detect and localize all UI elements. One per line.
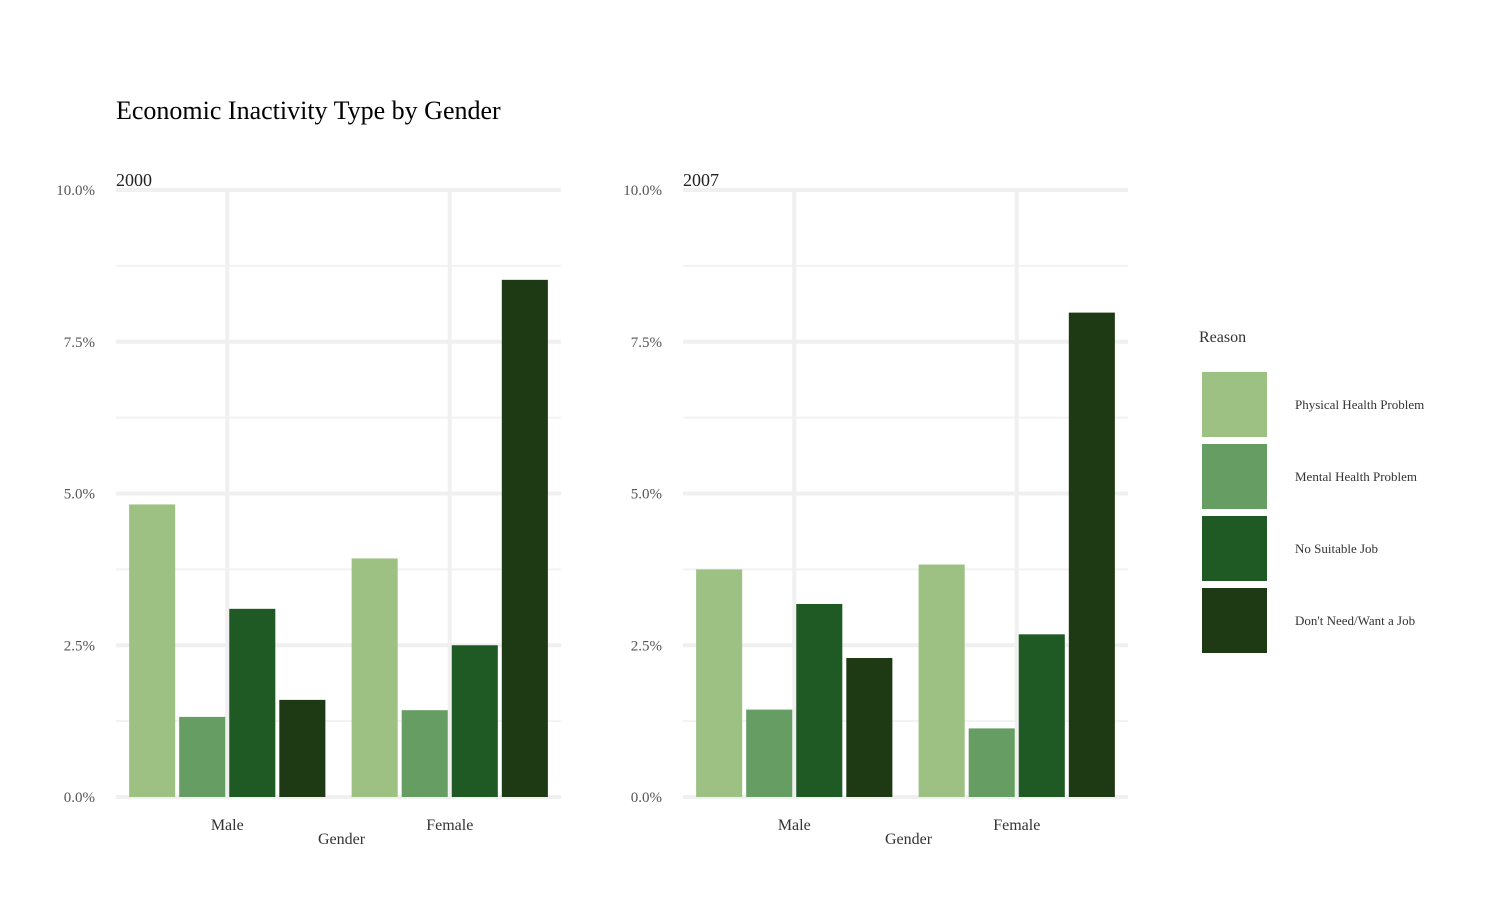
- chart-title: Economic Inactivity Type by Gender: [116, 96, 501, 125]
- bar-2000-female-2: [451, 645, 498, 797]
- y-tick-label: 0.0%: [64, 790, 95, 806]
- x-tick-label: Female: [426, 817, 473, 834]
- chart-panels: 0.0% 2.5% 5.0% 7.5% 10.0% Male Female 2000 Gende…: [56, 170, 1128, 848]
- bar-2007-male-2: [796, 603, 843, 797]
- bar-2000-male-1: [179, 716, 226, 797]
- y-tick-label: 5.0%: [64, 487, 95, 503]
- y-tick-label: 2.5%: [64, 638, 95, 654]
- legend-title: Reason: [1199, 329, 1246, 346]
- bar-2007-female-2: [1018, 634, 1065, 797]
- bar-2000-female-0: [351, 558, 398, 797]
- y-tick-label: 2.5%: [631, 638, 662, 654]
- x-axis-label: Gender: [318, 831, 366, 848]
- y-tick-label: 10.0%: [623, 183, 662, 199]
- panel-title: 2007: [683, 170, 719, 190]
- legend-swatch: [1202, 444, 1267, 509]
- bar-2007-male-3: [846, 657, 893, 797]
- bar-2000-male-0: [129, 504, 176, 797]
- bar-2000-female-3: [501, 279, 548, 797]
- legend-swatch: [1202, 516, 1267, 581]
- y-tick-label: 5.0%: [631, 487, 662, 503]
- y-tick-label: 10.0%: [56, 183, 95, 199]
- panel-title: 2000: [116, 170, 152, 190]
- legend-swatch: [1202, 372, 1267, 437]
- x-tick-label: Male: [778, 817, 811, 834]
- bar-2007-female-0: [918, 564, 965, 797]
- legend-label: Physical Health Problem: [1295, 397, 1424, 412]
- panel-2007: 0.0% 2.5% 5.0% 7.5% 10.0% Male Female 2007 Gende…: [623, 170, 1128, 848]
- x-axis-label: Gender: [885, 831, 933, 848]
- panel-2000: 0.0% 2.5% 5.0% 7.5% 10.0% Male Female 2000 Gende…: [56, 170, 561, 848]
- bar-2007-female-1: [968, 728, 1015, 797]
- x-tick-label: Male: [211, 817, 244, 834]
- bar-2000-female-1: [401, 710, 448, 797]
- y-tick-label: 7.5%: [631, 335, 662, 351]
- bar-2000-male-2: [229, 608, 276, 797]
- y-tick-label: 0.0%: [631, 790, 662, 806]
- legend: Reason Physical Health Problem Mental Hea…: [1199, 329, 1424, 653]
- legend-label: No Suitable Job: [1295, 541, 1378, 556]
- bar-2007-female-3: [1068, 312, 1115, 797]
- bar-2007-male-1: [746, 709, 793, 797]
- bar-2000-male-3: [279, 699, 326, 797]
- legend-label: Mental Health Problem: [1295, 469, 1417, 484]
- x-tick-label: Female: [993, 817, 1040, 834]
- legend-swatch: [1202, 588, 1267, 653]
- bar-2007-male-0: [696, 569, 743, 797]
- legend-label: Don't Need/Want a Job: [1295, 613, 1415, 628]
- y-tick-label: 7.5%: [64, 335, 95, 351]
